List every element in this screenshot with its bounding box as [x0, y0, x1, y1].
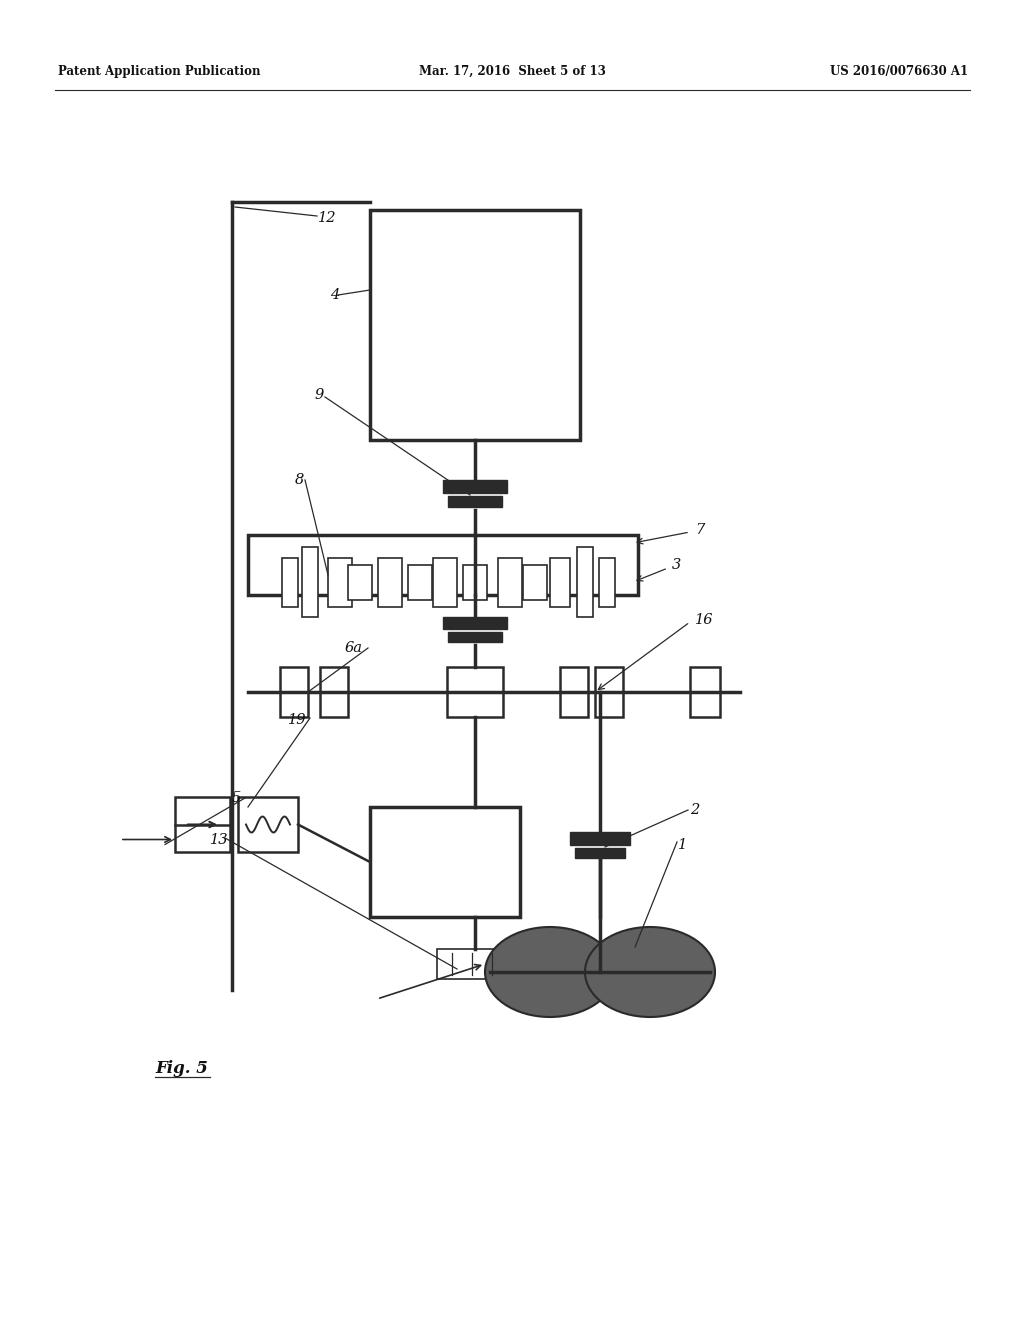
Bar [690, 667, 720, 717]
Text: 7: 7 [695, 523, 705, 537]
Text: 3: 3 [672, 558, 681, 572]
Text: 6a: 6a [345, 642, 362, 655]
Bar [248, 535, 638, 595]
Text: Patent Application Publication: Patent Application Publication [58, 65, 260, 78]
Bar [449, 496, 502, 507]
Bar [577, 546, 593, 616]
Bar [443, 480, 507, 492]
Bar [370, 807, 520, 917]
Bar [498, 557, 522, 606]
Bar [449, 632, 502, 642]
Bar [560, 667, 588, 717]
Bar [599, 557, 615, 606]
Text: 16: 16 [695, 612, 714, 627]
Bar [175, 797, 230, 851]
Bar [550, 557, 570, 606]
Bar [319, 667, 348, 717]
Bar [302, 546, 318, 616]
Text: 19: 19 [288, 713, 306, 727]
Text: 8: 8 [295, 473, 304, 487]
Ellipse shape [485, 927, 615, 1016]
Bar [437, 949, 513, 979]
Text: US 2016/0076630 A1: US 2016/0076630 A1 [829, 65, 968, 78]
Bar [463, 565, 487, 599]
Ellipse shape [585, 927, 715, 1016]
Bar [238, 797, 298, 851]
Bar [328, 557, 352, 606]
Bar [433, 557, 457, 606]
Bar [370, 210, 580, 440]
Bar [378, 557, 402, 606]
Text: 4: 4 [330, 288, 339, 302]
Bar [570, 832, 630, 845]
Text: 1: 1 [678, 838, 687, 851]
Text: 12: 12 [318, 211, 337, 224]
Bar [447, 667, 503, 717]
Bar [523, 565, 547, 599]
Bar [443, 616, 507, 630]
Bar [595, 667, 623, 717]
Text: Mar. 17, 2016  Sheet 5 of 13: Mar. 17, 2016 Sheet 5 of 13 [419, 65, 605, 78]
Text: 13: 13 [210, 833, 228, 847]
Bar [408, 565, 432, 599]
Text: 5: 5 [232, 791, 242, 805]
Bar [348, 565, 372, 599]
Bar [282, 557, 298, 606]
Text: 9: 9 [315, 388, 325, 403]
Bar [280, 667, 308, 717]
Text: Fig. 5: Fig. 5 [155, 1060, 208, 1077]
Bar [575, 847, 625, 858]
Text: 2: 2 [690, 803, 699, 817]
